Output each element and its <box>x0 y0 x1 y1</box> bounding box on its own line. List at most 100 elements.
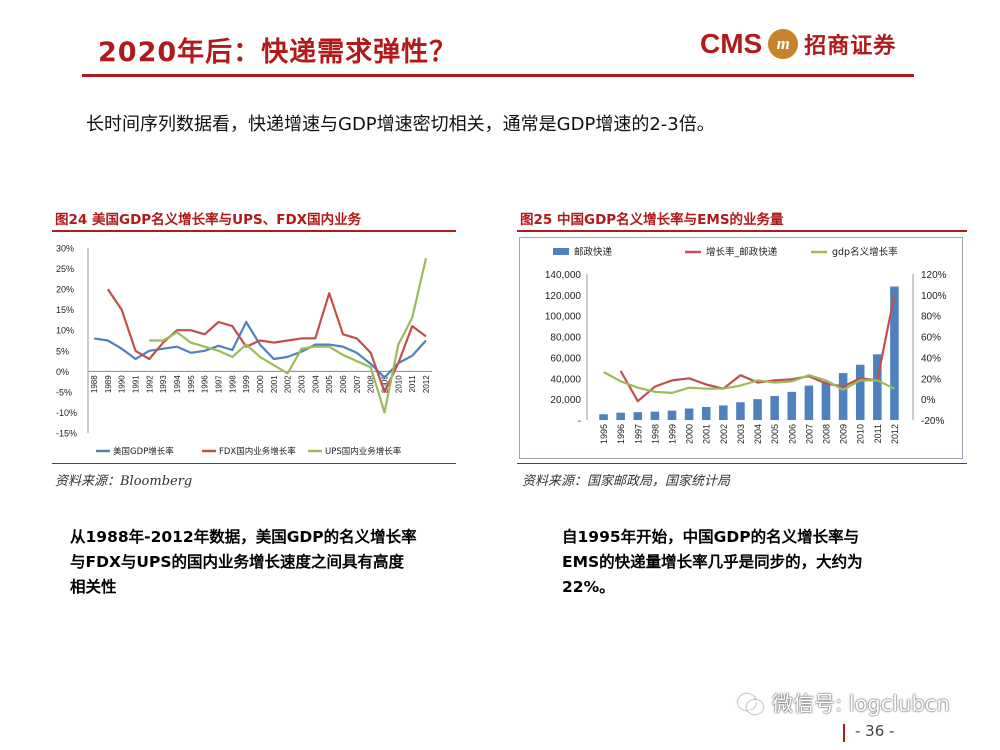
x-tick-label: 1990 <box>118 375 127 393</box>
bar <box>736 402 745 420</box>
figure24-title: 图24 美国GDP名义增长率与UPS、FDX国内业务 <box>55 212 362 228</box>
y-tick-label: 20% <box>56 285 74 295</box>
bar <box>855 364 865 420</box>
caption-left-line: 相关性 <box>70 578 117 596</box>
x-tick-label: 1999 <box>668 424 678 444</box>
us-gdp-fdx-ups-chart: -15% -10% -5% 0% 5% 10% 15% 20% 25% 30% 1988 1989 19… <box>56 244 432 457</box>
legend-label: gdp名义增长率 <box>832 246 898 258</box>
figure25-rule <box>517 230 967 232</box>
x-tick-label: 1998 <box>650 424 660 444</box>
bar <box>838 373 848 420</box>
y-left-tick-label: 40,000 <box>550 374 581 385</box>
x-tick-label: 2004 <box>753 424 763 444</box>
caption-left: 从1988年-2012年数据，美国GDP的名义增长率 与FDX与UPS的国内业务… <box>70 525 417 600</box>
y-right-tick-label: -20% <box>921 416 944 427</box>
x-tick-label: 1997 <box>215 375 224 393</box>
series-line-2 <box>603 371 895 394</box>
bar <box>753 399 762 420</box>
x-tick-label: 1996 <box>201 375 210 393</box>
legend-label: 美国GDP增长率 <box>113 446 174 457</box>
x-tick-label: 1991 <box>132 375 141 393</box>
x-tick-label: 2008 <box>367 375 376 393</box>
x-tick-label: 1989 <box>104 375 113 393</box>
bar <box>873 354 882 420</box>
x-tick-label: 2004 <box>311 375 320 393</box>
caption-right-line: 自1995年开始，中国GDP的名义增长率与 <box>562 528 860 546</box>
y-tick-label: 30% <box>56 244 74 254</box>
figure25-title: 图25 中国GDP名义增长率与EMS的业务量 <box>520 212 784 228</box>
wechat-icon <box>738 692 764 714</box>
chart-frame <box>519 237 963 459</box>
y-right-tick-label: 60% <box>921 333 941 344</box>
caption-left-line: 从1988年-2012年数据，美国GDP的名义增长率 <box>70 528 417 546</box>
x-tick-label: 1994 <box>173 375 182 393</box>
x-tick-label: 2003 <box>736 424 746 444</box>
wechat-watermark: 微信号: logclubcn <box>738 688 950 718</box>
x-tick-label: 2011 <box>408 375 417 393</box>
y-left-tick-label: 140,000 <box>545 270 582 281</box>
y-tick-label: 25% <box>56 264 74 274</box>
y-left-tick-label: 100,000 <box>545 312 582 323</box>
x-tick-label: 2002 <box>719 424 729 444</box>
x-tick-label: 1988 <box>90 375 99 393</box>
x-tick-label: 2008 <box>822 424 832 444</box>
x-tick-label: 2012 <box>422 375 431 393</box>
y-tick-label: -5% <box>56 387 72 397</box>
caption-right-line: EMS的快递量增长率几乎是同步的，大约为 <box>562 553 863 571</box>
x-tick-label: 1999 <box>242 375 251 393</box>
x-tick-label: 1995 <box>599 424 609 444</box>
logo-cms-text: CMS <box>700 28 763 59</box>
figure25-source: 资料来源：国家邮政局，国家统计局 <box>522 474 731 489</box>
x-tick-label: 2009 <box>381 375 390 393</box>
y-tick-label: -10% <box>56 408 77 418</box>
logo-seal-icon: m <box>768 29 799 59</box>
company-logo: CMS m 招商证券 <box>700 28 896 60</box>
bar <box>821 381 831 420</box>
page-number: - 36 - <box>855 722 895 740</box>
x-tick-label: 1996 <box>616 424 626 444</box>
x-tick-label: 2003 <box>298 375 307 393</box>
x-tick-label: 1992 <box>145 375 154 393</box>
x-tick-label: 2000 <box>256 375 265 393</box>
intro-text: 长时间序列数据看，快递增速与GDP增速密切相关，通常是GDP增速的2-3倍。 <box>86 114 715 135</box>
bar <box>633 412 643 420</box>
bar <box>616 412 625 420</box>
x-tick-label: 2007 <box>353 375 362 393</box>
y-right-tick-label: 40% <box>921 353 941 364</box>
series-line-2 <box>149 258 428 414</box>
bar <box>701 406 711 420</box>
legend-label: UPS国内业务增长率 <box>325 446 402 457</box>
x-tick-label: 2006 <box>787 424 797 444</box>
caption-right: 自1995年开始，中国GDP的名义增长率与 EMS的快递量增长率几乎是同步的，大… <box>562 525 863 600</box>
y-left-tick-label: 120,000 <box>545 291 582 302</box>
y-left-tick-label: - <box>578 416 581 427</box>
bar <box>804 385 814 420</box>
x-tick-label: 2010 <box>856 424 866 444</box>
logo-cn-text: 招商证券 <box>804 34 897 59</box>
page-number-bar <box>843 724 845 742</box>
x-tick-label: 2000 <box>685 424 695 444</box>
bar <box>599 414 608 420</box>
x-tick-label: 2001 <box>270 375 279 393</box>
y-tick-label: 15% <box>56 305 74 315</box>
y-left-tick-label: 80,000 <box>550 333 581 344</box>
y-right-tick-label: 120% <box>921 270 947 281</box>
legend-label: 邮政快递 <box>574 246 613 258</box>
x-tick-label: 2012 <box>890 424 900 444</box>
x-tick-label: 2005 <box>770 424 780 444</box>
figure25-bottom-rule <box>517 463 967 464</box>
x-tick-label: 1995 <box>187 375 196 393</box>
series-line-0 <box>93 320 427 379</box>
x-tick-label: 2010 <box>394 375 403 393</box>
y-right-tick-label: 80% <box>921 312 941 323</box>
y-right-tick-label: 20% <box>921 374 941 385</box>
series-line-1 <box>106 288 427 393</box>
y-tick-label: 5% <box>56 346 69 356</box>
figure24-rule <box>52 230 456 232</box>
legend-label: FDX国内业务增长率 <box>219 446 296 457</box>
figure24-source: 资料来源：Bloomberg <box>55 474 193 489</box>
y-tick-label: 0% <box>56 367 69 377</box>
figure24-bottom-rule <box>52 463 456 464</box>
bar <box>667 410 677 420</box>
series-line-1 <box>619 294 896 403</box>
